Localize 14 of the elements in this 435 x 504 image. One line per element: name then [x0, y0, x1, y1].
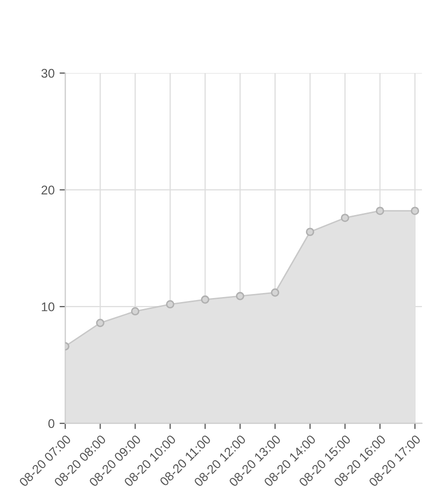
point — [200, 295, 210, 304]
point — [340, 214, 350, 222]
y-tick-label: 20 — [42, 186, 54, 194]
point — [410, 206, 420, 216]
point — [376, 206, 384, 216]
y-tick-label: 0 — [48, 419, 54, 428]
point — [166, 300, 174, 308]
point — [96, 318, 104, 328]
point — [270, 288, 280, 297]
point — [236, 292, 244, 300]
y-tick-label: 10 — [42, 302, 54, 312]
point — [306, 228, 314, 236]
y-tick-label: 30 — [41, 68, 54, 78]
point — [131, 307, 140, 316]
